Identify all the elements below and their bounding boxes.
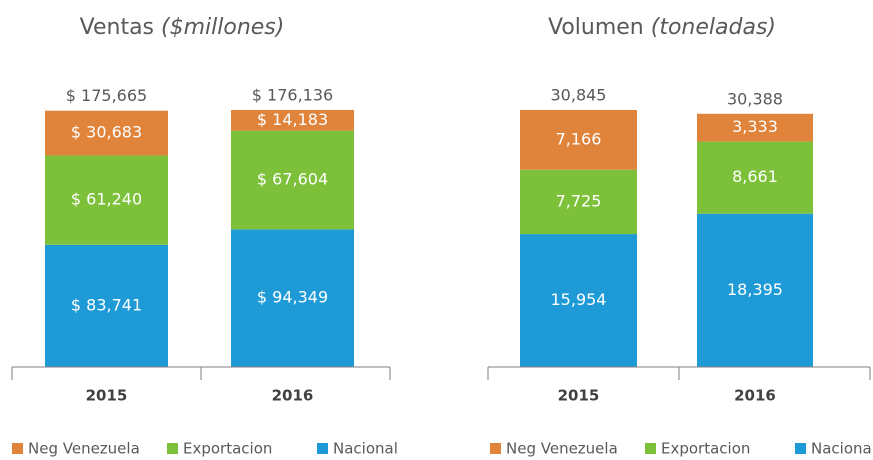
bar-segment [520, 110, 637, 170]
legend-swatch [12, 443, 23, 454]
title-text: Volumen [548, 15, 644, 40]
value-label: 15,954 [551, 290, 607, 309]
value-label: 7,166 [556, 129, 602, 148]
value-label: $ 14,183 [257, 110, 328, 129]
title-unit: ($millones) [161, 15, 284, 40]
bar-segment [231, 229, 354, 367]
total-label: $ 176,136 [252, 86, 333, 105]
value-label: 18,395 [727, 280, 783, 299]
chart-title: Volumen (toneladas) [548, 15, 776, 40]
value-label: 8,661 [732, 167, 778, 186]
value-label: 3,333 [732, 117, 778, 136]
legend-swatch [795, 443, 806, 454]
x-tick-label: 2015 [86, 387, 128, 405]
x-tick-label: 2016 [272, 387, 314, 405]
legend-swatch [317, 443, 328, 454]
legend-swatch [167, 443, 178, 454]
legend-swatch [645, 443, 656, 454]
bar-segment [45, 110, 168, 156]
title-unit: (toneladas) [651, 15, 776, 40]
legend-label: Exportacion [183, 440, 272, 458]
bar-segment [520, 169, 637, 235]
legend-label: Nacional [811, 440, 873, 458]
value-label: $ 30,683 [71, 123, 142, 142]
legend-label: Nacional [333, 440, 398, 458]
bar-segment [45, 244, 168, 367]
legend-swatch [490, 443, 501, 454]
legend-label: Exportacion [661, 440, 750, 458]
value-label: $ 94,349 [257, 288, 328, 307]
bar-segment [697, 213, 813, 367]
total-label: $ 175,665 [66, 86, 147, 105]
bar-segment [231, 130, 354, 230]
bar-segment [231, 110, 354, 131]
bar-segment [45, 155, 168, 245]
chart-title: Ventas ($millones) [80, 15, 285, 40]
bar-segment [520, 234, 637, 367]
title-text: Ventas [80, 15, 154, 40]
value-label: 7,725 [556, 191, 602, 210]
legend-label: Neg Venezuela [506, 440, 618, 458]
bar-segment [697, 141, 813, 214]
x-tick-label: 2015 [558, 387, 600, 405]
value-label: $ 67,604 [257, 170, 328, 189]
bar-segment [697, 113, 813, 142]
legend-label: Neg Venezuela [28, 440, 140, 458]
value-label: $ 83,741 [71, 295, 142, 314]
total-label: 30,845 [551, 86, 607, 105]
value-label: $ 61,240 [71, 190, 142, 209]
x-tick-label: 2016 [734, 387, 776, 405]
total-label: 30,388 [727, 89, 783, 108]
